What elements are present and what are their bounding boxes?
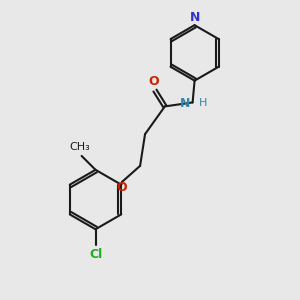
Text: O: O <box>116 181 127 194</box>
Text: Cl: Cl <box>89 248 102 261</box>
Text: H: H <box>199 98 207 108</box>
Text: O: O <box>149 75 159 88</box>
Text: CH₃: CH₃ <box>69 142 90 152</box>
Text: N: N <box>189 11 200 24</box>
Text: N: N <box>180 97 190 110</box>
